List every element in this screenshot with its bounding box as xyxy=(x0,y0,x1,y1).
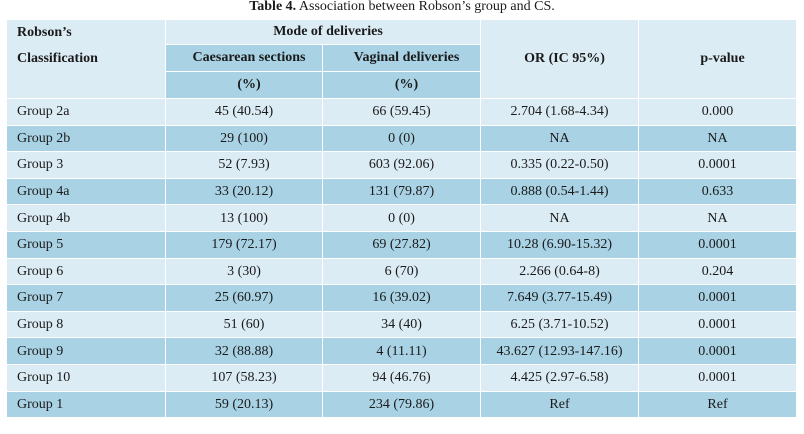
row-or-cell: 43.627 (12.93-147.16) xyxy=(480,337,640,365)
row-caesarean-cell: 51 (60) xyxy=(165,310,323,339)
row-or-cell: 2.266 (0.64-8) xyxy=(480,257,640,286)
table-row: Group 4a 33 (20.12) 131 (79.87) 0.888 (0.54… xyxy=(6,177,798,206)
row-vaginal-cell: 0 (0) xyxy=(321,124,482,153)
row-group-cell: Group 8 xyxy=(6,310,166,339)
row-or-cell: NA xyxy=(480,204,640,232)
row-group-cell: Group 9 xyxy=(6,337,166,365)
table-row: Group 10 107 (58.23) 94 (46.76) 4.425 (2.97… xyxy=(6,363,798,392)
caption-label: Table 4. xyxy=(249,0,297,14)
header-classification: Robson’s Classification xyxy=(6,19,166,99)
row-vaginal-cell: 603 (92.06) xyxy=(321,151,482,179)
header-caesarean-unit: (%) xyxy=(165,71,323,99)
row-or-cell: 7.649 (3.77-15.49) xyxy=(480,284,640,312)
row-pvalue-cell: 0.0001 xyxy=(638,284,798,312)
table-row: Group 8 51 (60) 34 (40) 6.25 (3.71-10.52) 0.… xyxy=(6,310,798,339)
row-vaginal-cell: 0 (0) xyxy=(321,204,482,232)
row-or-cell: 6.25 (3.71-10.52) xyxy=(480,310,640,339)
table-row: Group 3 52 (7.93) 603 (92.06) 0.335 (0.22-0… xyxy=(6,151,798,179)
row-group-cell: Group 2b xyxy=(6,124,166,153)
header-vaginal: Vaginal deliveries xyxy=(321,44,482,72)
row-caesarean-cell: 29 (100) xyxy=(165,124,323,153)
row-caesarean-cell: 59 (20.13) xyxy=(165,390,323,419)
row-vaginal-cell: 4 (11.11) xyxy=(321,337,482,365)
row-caesarean-cell: 107 (58.23) xyxy=(165,363,323,392)
row-vaginal-cell: 131 (79.87) xyxy=(321,177,482,206)
row-group-cell: Group 6 xyxy=(6,257,166,286)
row-pvalue-cell: Ref xyxy=(638,390,798,419)
row-group-cell: Group 2a xyxy=(6,98,166,126)
row-vaginal-cell: 34 (40) xyxy=(321,310,482,339)
row-or-cell: Ref xyxy=(480,390,640,419)
association-table: Robson’s Classification Mode of deliveri… xyxy=(6,19,798,419)
row-group-cell: Group 4b xyxy=(6,204,166,232)
table-row: Group 2a 45 (40.54) 66 (59.45) 2.704 (1.68-… xyxy=(6,98,798,126)
row-caesarean-cell: 52 (7.93) xyxy=(165,151,323,179)
header-vaginal-unit: (%) xyxy=(321,71,482,99)
row-group-cell: Group 1 xyxy=(6,390,166,419)
header-pvalue: p-value xyxy=(638,19,798,99)
row-pvalue-cell: 0.633 xyxy=(638,177,798,206)
row-group-cell: Group 10 xyxy=(6,363,166,392)
row-vaginal-cell: 66 (59.45) xyxy=(321,98,482,126)
row-caesarean-cell: 45 (40.54) xyxy=(165,98,323,126)
table-row: Group 4b 13 (100) 0 (0) NA NA xyxy=(6,204,798,232)
row-or-cell: 2.704 (1.68-4.34) xyxy=(480,98,640,126)
header-or: OR (IC 95%) xyxy=(480,19,640,99)
row-pvalue-cell: 0.000 xyxy=(638,98,798,126)
row-or-cell: 4.425 (2.97-6.58) xyxy=(480,363,640,392)
header-classification-line2: Classification xyxy=(17,51,98,66)
table-row: Group 5 179 (72.17) 69 (27.82) 10.28 (6.90-… xyxy=(6,230,798,259)
row-pvalue-cell: 0.204 xyxy=(638,257,798,286)
row-or-cell: NA xyxy=(480,124,640,153)
row-caesarean-cell: 179 (72.17) xyxy=(165,230,323,259)
row-or-cell: 0.335 (0.22-0.50) xyxy=(480,151,640,179)
row-vaginal-cell: 69 (27.82) xyxy=(321,230,482,259)
row-pvalue-cell: 0.0001 xyxy=(638,230,798,259)
row-pvalue-cell: 0.0001 xyxy=(638,151,798,179)
row-caesarean-cell: 3 (30) xyxy=(165,257,323,286)
table-row: Group 2b 29 (100) 0 (0) NA NA xyxy=(6,124,798,153)
table-row: Group 9 32 (88.88) 4 (11.11) 43.627 (12.93-… xyxy=(6,337,798,365)
row-vaginal-cell: 234 (79.86) xyxy=(321,390,482,419)
header-mode-of-deliveries: Mode of deliveries xyxy=(164,19,482,45)
row-vaginal-cell: 94 (46.76) xyxy=(321,363,482,392)
row-or-cell: 0.888 (0.54-1.44) xyxy=(480,177,640,206)
row-vaginal-cell: 6 (70) xyxy=(321,257,482,286)
table-row: Group 7 25 (60.97) 16 (39.02) 7.649 (3.77-1… xyxy=(6,284,798,312)
row-caesarean-cell: 32 (88.88) xyxy=(165,337,323,365)
table-body: Group 2a 45 (40.54) 66 (59.45) 2.704 (1.68-… xyxy=(6,98,798,419)
header-classification-line1: Robson’s xyxy=(17,25,72,40)
caption-text: Association between Robson’s group and C… xyxy=(296,0,555,14)
row-group-cell: Group 4a xyxy=(6,177,166,206)
row-caesarean-cell: 13 (100) xyxy=(165,204,323,232)
row-caesarean-cell: 33 (20.12) xyxy=(165,177,323,206)
row-vaginal-cell: 16 (39.02) xyxy=(321,284,482,312)
row-pvalue-cell: 0.0001 xyxy=(638,337,798,365)
row-group-cell: Group 7 xyxy=(6,284,166,312)
row-pvalue-cell: NA xyxy=(638,124,798,153)
row-or-cell: 10.28 (6.90-15.32) xyxy=(480,230,640,259)
row-pvalue-cell: 0.0001 xyxy=(638,310,798,339)
header-caesarean: Caesarean sections xyxy=(165,44,323,72)
row-caesarean-cell: 25 (60.97) xyxy=(165,284,323,312)
table-row: Group 1 59 (20.13) 234 (79.86) Ref Ref xyxy=(6,390,798,419)
row-group-cell: Group 5 xyxy=(6,230,166,259)
row-pvalue-cell: 0.0001 xyxy=(638,363,798,392)
row-group-cell: Group 3 xyxy=(6,151,166,179)
row-pvalue-cell: NA xyxy=(638,204,798,232)
table-caption: Table 4. Association between Robson’s gr… xyxy=(0,0,804,16)
